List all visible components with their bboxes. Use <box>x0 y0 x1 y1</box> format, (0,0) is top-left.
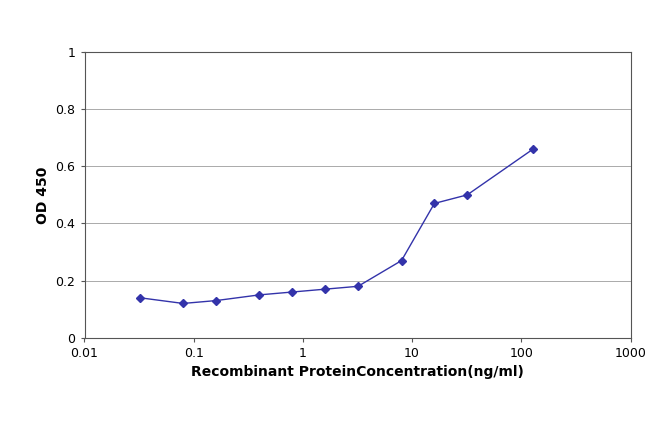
X-axis label: Recombinant ProteinConcentration(ng/ml): Recombinant ProteinConcentration(ng/ml) <box>191 365 524 379</box>
Y-axis label: OD 450: OD 450 <box>36 166 50 223</box>
